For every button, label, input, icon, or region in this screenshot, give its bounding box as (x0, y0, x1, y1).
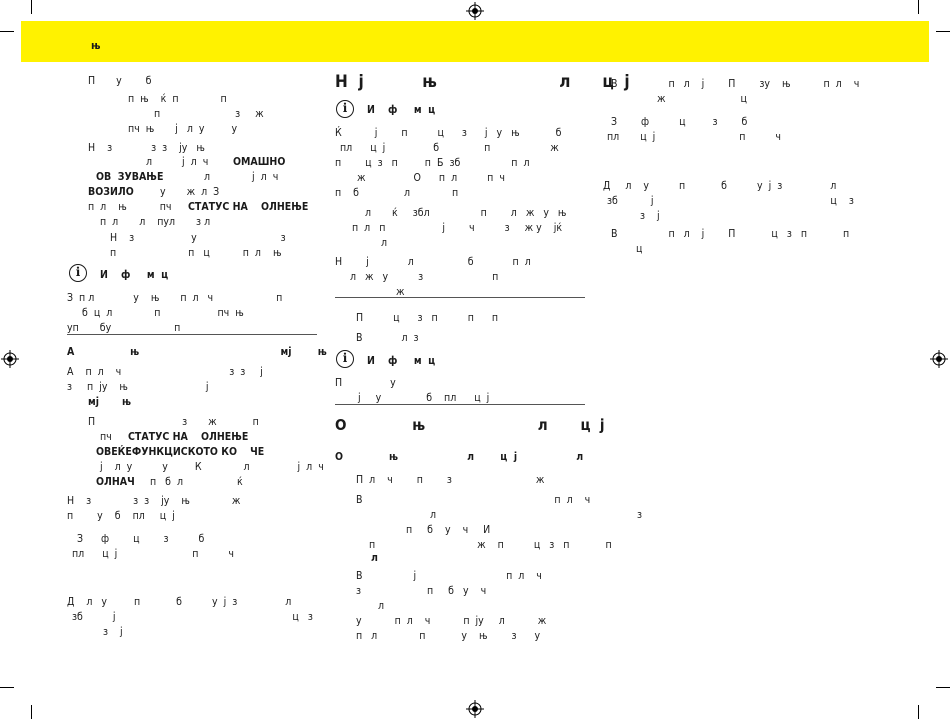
text-line: А п л ч з з ј (67, 366, 263, 378)
text-line: п б у ч И (406, 524, 491, 536)
text-line: у ж л З (160, 186, 220, 198)
text-line: п л п у њ з у (356, 630, 541, 642)
text-line: ц (636, 243, 643, 255)
crop-mark (936, 687, 950, 688)
text-line: П у б (88, 75, 152, 87)
bold-text-line: мј њ (88, 396, 131, 408)
text-line: пч (100, 431, 112, 443)
text-line: В п л ј П ц з п п (611, 228, 850, 240)
text-line: Д л у п б у ј з л (67, 596, 292, 608)
text-line: ј л у у К л ј л ч (100, 461, 324, 473)
registration-mark-icon (466, 2, 484, 20)
crop-mark (0, 31, 14, 32)
bold-text-line: ОВ ЗУВАЊЕ (96, 171, 164, 183)
section-divider (335, 297, 585, 298)
registration-mark-icon (466, 700, 484, 718)
text-line: п л л пул з л (100, 216, 211, 228)
info-icon: i (336, 350, 354, 368)
text-line: з п б у ч (356, 585, 487, 597)
registration-mark-icon (930, 350, 948, 368)
text-line: п њ ќ п п (128, 93, 227, 105)
text-line: Ќ ј п ц з ј у њ б (335, 127, 562, 139)
info-icon: i (69, 264, 87, 282)
bold-text-line: И ф м ц (367, 104, 436, 116)
bold-text-line: ВОЗИЛО (88, 186, 134, 198)
text-line: л (378, 600, 385, 612)
text-line: пл ц ј б п ж (340, 142, 559, 154)
text-line: з ј (640, 210, 660, 222)
text-line: зб ј ц з (72, 611, 313, 623)
text-line: п п ц п л њ (110, 247, 282, 259)
text-line: ж О п л п ч (357, 172, 505, 184)
section-heading: Н ј њ л ц ј (335, 72, 630, 92)
text-line: п ж п ц з п п (369, 539, 612, 551)
header-band-text: њ (91, 39, 101, 52)
text-line: п л п ј ч з ж у јќ (352, 222, 563, 234)
crop-mark (918, 705, 919, 719)
text-line: Н ј л б п л (335, 256, 531, 268)
text-line: п б л п (335, 187, 459, 199)
section-heading: О њ л ц ј (335, 416, 605, 434)
bold-text-line: ОМАШНО (233, 156, 286, 168)
info-icon: i (336, 100, 354, 118)
text-line: П л ч п з ж (356, 474, 545, 486)
text-line: п л њ пч (88, 201, 172, 213)
bold-text-line: ОВЕЌЕФУНКЦИСКОТО КО ЧЕ (96, 446, 265, 458)
bold-text-line: О њ л ц ј л (335, 451, 584, 463)
crop-mark (31, 0, 32, 14)
crop-mark (918, 0, 919, 14)
text-line: п ц з п п Б зб п л (335, 157, 530, 169)
text-line: л ќ збл п л ж у њ (365, 207, 567, 219)
text-line: уп бу п (67, 322, 181, 334)
text-line: ј у б пл ц ј (358, 392, 490, 404)
text-line: Н з у з (110, 232, 286, 244)
text-line: л ј л ч (146, 156, 209, 168)
text-line: В п л ч (356, 494, 591, 506)
text-line: п б л ќ (150, 476, 243, 488)
header-band (21, 21, 929, 62)
text-line: пл ц ј п ч (72, 548, 235, 560)
text-line: б ц л п пч њ (82, 307, 244, 319)
bold-text-line: л (371, 552, 378, 564)
bold-text-line: И ф м ц (367, 355, 436, 367)
bold-text-line: И ф м ц (100, 269, 169, 281)
text-line: Д л у п б у ј з л (603, 180, 837, 192)
text-line: ж ц (657, 93, 747, 105)
text-line: В ј п л ч (356, 570, 542, 582)
text-line: П з ж п (88, 416, 259, 428)
text-line: л (381, 237, 388, 249)
text-line: л з (430, 509, 643, 521)
text-line: З ф ц з б (611, 116, 748, 128)
text-line: зб ј ц з (607, 195, 854, 207)
section-divider (67, 334, 317, 335)
text-line: ж (396, 286, 405, 298)
text-line: п у б пл ц ј (67, 510, 175, 522)
text-line: з ј (103, 626, 123, 638)
bold-text-line: ОЛНАЧ (96, 476, 135, 488)
crop-mark (936, 31, 950, 32)
text-line: З п л у њ п л ч п (67, 292, 283, 304)
text-line: пл ц ј п ч (607, 131, 781, 143)
text-line: п з ж (154, 108, 264, 120)
bold-text-line: СТАТУС НА ОЛНЕЊЕ (188, 201, 309, 213)
text-line: В п л ј П зу њ п л ч (611, 78, 860, 90)
text-line: з п ју њ ј (67, 381, 209, 393)
text-line: Н з з з ју њ ж (67, 495, 241, 507)
bold-text-line: СТАТУС НА ОЛНЕЊЕ (128, 431, 249, 443)
text-line: П ц з п п п (356, 312, 499, 324)
text-line: В л з (356, 332, 419, 344)
text-line: З ф ц з б (77, 533, 205, 545)
text-line: Н з з з ју њ (88, 142, 205, 154)
bold-text-line: А њ мј њ (67, 346, 327, 358)
registration-mark-icon (1, 350, 19, 368)
text-line: л ј л ч (204, 171, 279, 183)
text-line: л ж у з п (350, 271, 499, 283)
crop-mark (31, 705, 32, 719)
text-line: пч њ ј л у у (128, 123, 238, 135)
text-line: П у (335, 377, 396, 389)
crop-mark (0, 687, 14, 688)
section-divider (335, 404, 585, 405)
text-line: у п л ч п ју л ж (356, 615, 547, 627)
